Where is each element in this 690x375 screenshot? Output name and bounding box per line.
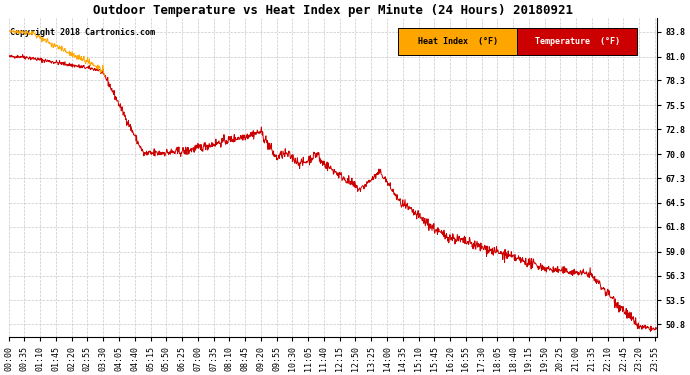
Text: Copyright 2018 Cartronics.com: Copyright 2018 Cartronics.com xyxy=(10,28,155,37)
Text: Heat Index  (°F): Heat Index (°F) xyxy=(417,37,497,46)
Text: Temperature  (°F): Temperature (°F) xyxy=(535,37,620,46)
FancyBboxPatch shape xyxy=(518,28,638,55)
Title: Outdoor Temperature vs Heat Index per Minute (24 Hours) 20180921: Outdoor Temperature vs Heat Index per Mi… xyxy=(92,4,573,17)
FancyBboxPatch shape xyxy=(397,28,518,55)
